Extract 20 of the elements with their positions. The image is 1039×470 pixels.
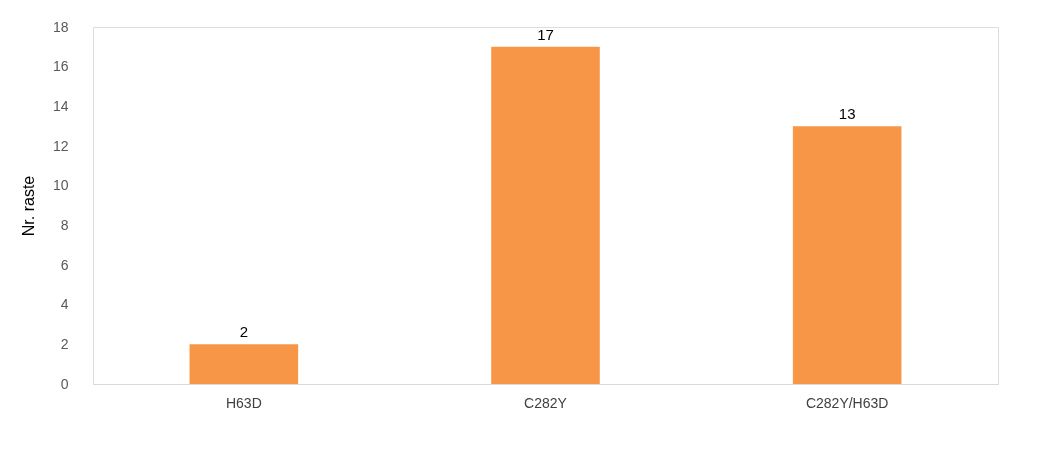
data-label: 13 — [838, 105, 856, 123]
y-tick-label: 4 — [60, 296, 69, 313]
y-tick-label: 6 — [60, 256, 69, 273]
y-tick-label: 10 — [52, 177, 69, 194]
bar — [189, 344, 299, 384]
y-tick-label: 16 — [52, 58, 69, 75]
y-tick-label: 8 — [60, 216, 69, 233]
y-axis-title: Nr. raste — [19, 175, 37, 237]
bar — [792, 126, 902, 384]
y-tick-label: 18 — [52, 18, 69, 35]
data-label: 2 — [239, 323, 249, 341]
y-tick-label: 0 — [60, 375, 69, 392]
x-tick-label: H63D — [225, 394, 262, 411]
bar — [491, 46, 600, 384]
x-tick-label: C282Y — [524, 394, 568, 411]
data-label: 17 — [537, 25, 554, 43]
y-tick-label: 2 — [60, 335, 69, 352]
y-tick-label: 14 — [52, 97, 69, 114]
y-tick-label: 12 — [52, 137, 69, 154]
x-tick-label: C282Y/H63D — [805, 394, 889, 411]
